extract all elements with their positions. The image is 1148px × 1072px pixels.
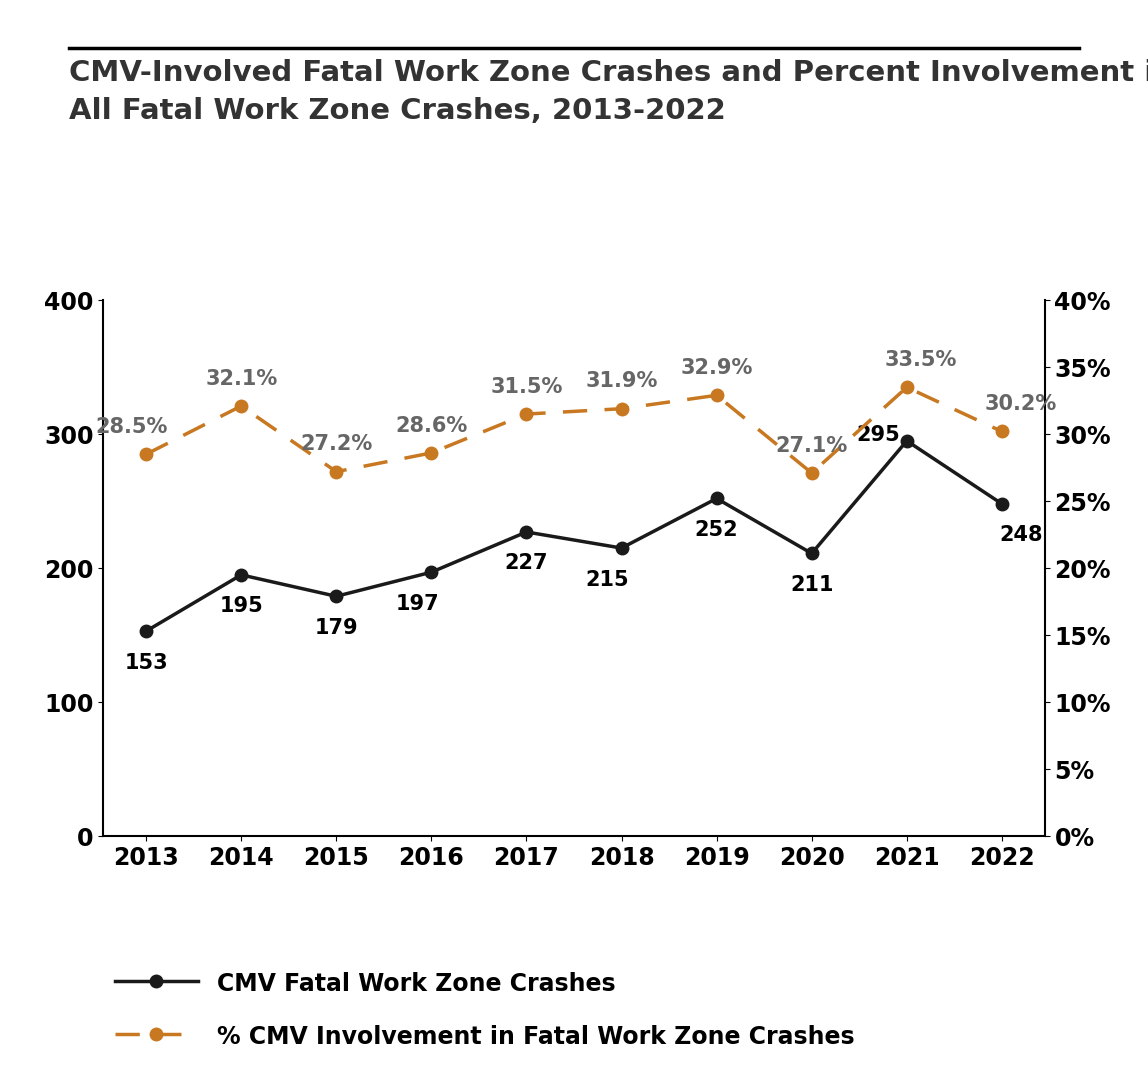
CMV Fatal Work Zone Crashes — [425, 566, 439, 579]
% CMV Involvement in Fatal Work Zone Crashes — [425, 446, 439, 459]
Text: 31.9%: 31.9% — [585, 371, 658, 391]
% CMV Involvement in Fatal Work Zone Crashes — [805, 466, 819, 479]
Text: 295: 295 — [856, 425, 900, 445]
CMV Fatal Work Zone Crashes — [139, 625, 153, 638]
Text: 32.1%: 32.1% — [205, 369, 278, 389]
Text: 227: 227 — [505, 553, 549, 574]
% CMV Involvement in Fatal Work Zone Crashes — [520, 407, 534, 420]
Text: 211: 211 — [790, 575, 833, 595]
Text: 197: 197 — [395, 594, 439, 613]
Line: CMV Fatal Work Zone Crashes: CMV Fatal Work Zone Crashes — [140, 434, 1008, 638]
Text: 30.2%: 30.2% — [985, 394, 1057, 414]
CMV Fatal Work Zone Crashes — [900, 434, 914, 447]
CMV Fatal Work Zone Crashes — [329, 590, 343, 602]
Text: 195: 195 — [219, 596, 263, 616]
% CMV Involvement in Fatal Work Zone Crashes — [709, 389, 723, 402]
% CMV Involvement in Fatal Work Zone Crashes — [900, 381, 914, 393]
Text: 32.9%: 32.9% — [681, 358, 753, 378]
Text: 153: 153 — [124, 653, 168, 672]
CMV Fatal Work Zone Crashes — [614, 541, 628, 554]
Text: CMV-Involved Fatal Work Zone Crashes and Percent Involvement in
All Fatal Work Z: CMV-Involved Fatal Work Zone Crashes and… — [69, 59, 1148, 124]
Legend: CMV Fatal Work Zone Crashes, % CMV Involvement in Fatal Work Zone Crashes: CMV Fatal Work Zone Crashes, % CMV Invol… — [115, 971, 854, 1049]
CMV Fatal Work Zone Crashes — [995, 497, 1009, 510]
CMV Fatal Work Zone Crashes — [709, 492, 723, 505]
% CMV Involvement in Fatal Work Zone Crashes — [139, 448, 153, 461]
CMV Fatal Work Zone Crashes — [234, 568, 248, 581]
% CMV Involvement in Fatal Work Zone Crashes — [234, 400, 248, 413]
Text: 252: 252 — [695, 520, 738, 540]
Line: % CMV Involvement in Fatal Work Zone Crashes: % CMV Involvement in Fatal Work Zone Cra… — [140, 381, 1008, 479]
Text: 27.2%: 27.2% — [300, 434, 372, 455]
Text: 215: 215 — [585, 569, 629, 590]
Text: 33.5%: 33.5% — [885, 349, 957, 370]
Text: 28.5%: 28.5% — [95, 417, 168, 437]
Text: 31.5%: 31.5% — [490, 376, 563, 397]
Text: 248: 248 — [999, 525, 1042, 546]
CMV Fatal Work Zone Crashes — [520, 525, 534, 538]
Text: 28.6%: 28.6% — [395, 416, 467, 435]
Text: 27.1%: 27.1% — [776, 435, 848, 456]
% CMV Involvement in Fatal Work Zone Crashes — [995, 426, 1009, 438]
% CMV Involvement in Fatal Work Zone Crashes — [614, 402, 628, 415]
Text: 179: 179 — [315, 617, 358, 638]
CMV Fatal Work Zone Crashes — [805, 547, 819, 560]
% CMV Involvement in Fatal Work Zone Crashes — [329, 465, 343, 478]
